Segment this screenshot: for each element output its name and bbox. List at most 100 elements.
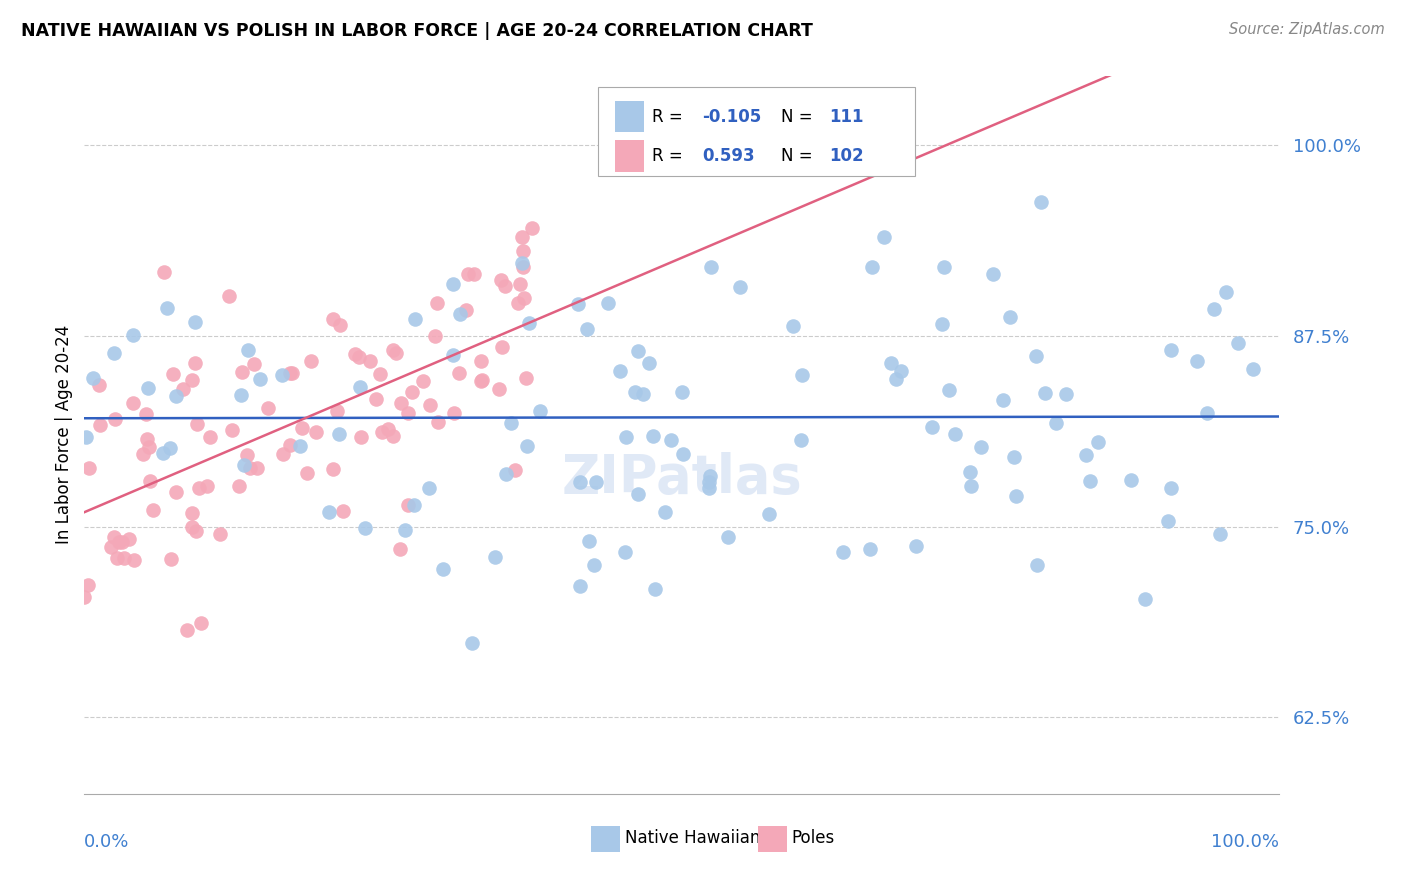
- Point: [229, 388, 252, 402]
- Point: [281, 366, 304, 380]
- Point: [110, 535, 132, 549]
- Point: [77, 578, 100, 592]
- Point: [582, 558, 605, 573]
- FancyBboxPatch shape: [591, 826, 620, 852]
- Point: [569, 579, 592, 593]
- Point: [425, 295, 447, 310]
- Point: [382, 428, 405, 442]
- Point: [184, 356, 207, 370]
- Point: [515, 371, 537, 385]
- Text: N =: N =: [782, 147, 818, 165]
- Point: [368, 367, 391, 381]
- Point: [419, 398, 441, 412]
- Point: [627, 486, 650, 500]
- Point: [1215, 285, 1237, 299]
- Point: [221, 423, 243, 437]
- Text: NATIVE HAWAIIAN VS POLISH IN LABOR FORCE | AGE 20-24 CORRELATION CHART: NATIVE HAWAIIAN VS POLISH IN LABOR FORCE…: [21, 22, 813, 40]
- Point: [184, 524, 207, 539]
- Point: [672, 446, 695, 460]
- Point: [188, 481, 211, 495]
- Point: [122, 553, 145, 567]
- Point: [454, 303, 477, 318]
- Point: [905, 539, 928, 553]
- Point: [505, 463, 527, 477]
- Point: [873, 230, 896, 244]
- Point: [236, 448, 259, 462]
- Text: 102: 102: [830, 147, 863, 165]
- Point: [488, 382, 510, 396]
- Point: [614, 430, 637, 444]
- Point: [242, 357, 264, 371]
- Point: [1000, 310, 1022, 325]
- Point: [1078, 474, 1101, 488]
- Point: [114, 551, 136, 566]
- Point: [671, 384, 693, 399]
- Point: [136, 432, 159, 446]
- Point: [138, 441, 160, 455]
- Point: [1002, 450, 1025, 465]
- Point: [1209, 526, 1232, 541]
- Point: [195, 479, 218, 493]
- Point: [385, 346, 408, 360]
- Point: [181, 373, 204, 387]
- Point: [491, 341, 513, 355]
- Point: [1133, 591, 1156, 606]
- Point: [165, 389, 187, 403]
- Point: [172, 382, 194, 396]
- Point: [183, 315, 205, 329]
- Point: [135, 407, 157, 421]
- Point: [377, 422, 399, 436]
- Point: [569, 475, 592, 489]
- Point: [1187, 354, 1209, 368]
- Point: [401, 385, 423, 400]
- Point: [644, 582, 666, 596]
- Point: [404, 498, 426, 512]
- Point: [921, 420, 943, 434]
- Point: [77, 460, 100, 475]
- Point: [981, 268, 1004, 282]
- Point: [471, 373, 494, 387]
- Point: [139, 475, 162, 489]
- Point: [641, 429, 664, 443]
- Point: [509, 277, 531, 291]
- Point: [960, 479, 983, 493]
- Point: [246, 460, 269, 475]
- Point: [627, 344, 650, 359]
- FancyBboxPatch shape: [614, 101, 644, 132]
- Point: [257, 401, 280, 416]
- Point: [470, 354, 492, 368]
- Point: [1033, 386, 1056, 401]
- Point: [758, 508, 780, 522]
- Point: [654, 505, 676, 519]
- Point: [104, 411, 127, 425]
- Point: [633, 387, 655, 401]
- Point: [598, 295, 620, 310]
- Point: [1195, 406, 1218, 420]
- Point: [426, 415, 449, 429]
- Point: [73, 590, 96, 604]
- Point: [512, 292, 534, 306]
- Text: Poles: Poles: [792, 830, 835, 847]
- Point: [239, 461, 262, 475]
- Point: [432, 562, 454, 576]
- Point: [443, 348, 465, 362]
- Point: [889, 364, 911, 378]
- Point: [82, 371, 104, 385]
- Point: [1160, 343, 1182, 357]
- Point: [186, 417, 208, 432]
- Text: 0.593: 0.593: [702, 147, 755, 165]
- Point: [1226, 336, 1249, 351]
- Point: [790, 434, 813, 448]
- Point: [790, 368, 813, 382]
- Point: [236, 343, 259, 357]
- Point: [103, 346, 125, 360]
- Point: [938, 384, 960, 398]
- Point: [516, 439, 538, 453]
- Point: [782, 318, 804, 333]
- Point: [382, 343, 405, 357]
- Point: [1054, 387, 1077, 401]
- Point: [89, 418, 111, 433]
- Point: [624, 385, 647, 400]
- Point: [529, 404, 551, 418]
- Point: [271, 368, 294, 382]
